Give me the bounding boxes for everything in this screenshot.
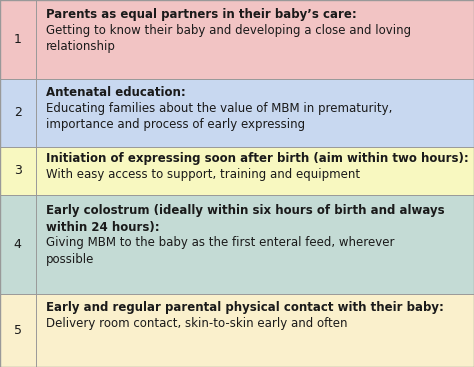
Bar: [0, 195, 36, 294]
Bar: [36, 195, 474, 294]
Text: 4: 4: [14, 237, 22, 251]
Text: 3: 3: [14, 164, 22, 177]
Bar: [0, 294, 36, 367]
Bar: [36, 147, 474, 195]
Bar: [36, 79, 474, 147]
Text: Early colostrum (ideally within six hours of birth and always
within 24 hours):: Early colostrum (ideally within six hour…: [46, 204, 445, 234]
Text: 2: 2: [14, 106, 22, 119]
Bar: [0, 79, 36, 147]
Text: Parents as equal partners in their baby’s care:: Parents as equal partners in their baby’…: [46, 8, 357, 21]
Text: Initiation of expressing soon after birth (aim within two hours):: Initiation of expressing soon after birt…: [46, 152, 469, 164]
Bar: [0, 0, 36, 79]
Bar: [36, 0, 474, 79]
Text: Delivery room contact, skin-to-skin early and often: Delivery room contact, skin-to-skin earl…: [46, 317, 347, 330]
Text: With easy access to support, training and equipment: With easy access to support, training an…: [46, 167, 360, 181]
Bar: [0, 147, 36, 195]
Bar: [36, 294, 474, 367]
Text: 5: 5: [14, 324, 22, 337]
Text: Getting to know their baby and developing a close and loving
relationship: Getting to know their baby and developin…: [46, 24, 411, 53]
Text: Early and regular parental physical contact with their baby:: Early and regular parental physical cont…: [46, 301, 444, 314]
Text: Antenatal education:: Antenatal education:: [46, 86, 186, 99]
Text: Educating families about the value of MBM in prematurity,
importance and process: Educating families about the value of MB…: [46, 102, 392, 131]
Text: 1: 1: [14, 33, 22, 46]
Text: Giving MBM to the baby as the first enteral feed, wherever
possible: Giving MBM to the baby as the first ente…: [46, 236, 394, 266]
